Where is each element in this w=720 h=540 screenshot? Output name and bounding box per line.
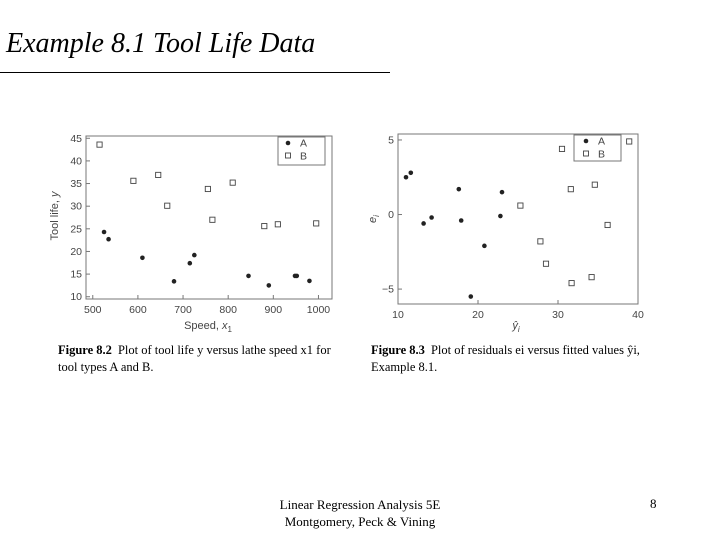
data-point-a — [307, 278, 312, 284]
x-tick-label: 700 — [174, 304, 192, 316]
y-tick-label: 15 — [70, 269, 82, 281]
data-point-a — [140, 255, 145, 261]
data-point-a — [468, 294, 474, 299]
figure-8-2-caption: Figure 8.2 Plot of tool life y versus lat… — [58, 342, 338, 376]
plot-frame — [85, 135, 333, 300]
data-point-b — [588, 274, 595, 281]
data-point-a — [246, 273, 251, 279]
data-point-b — [591, 181, 598, 188]
y-tick-label: 5 — [388, 134, 394, 146]
point-layer — [403, 138, 633, 299]
y-tick-label: 35 — [70, 178, 82, 190]
y-tick-label: 45 — [70, 133, 82, 145]
page-number: 8 — [650, 496, 657, 511]
data-point-b — [261, 223, 268, 230]
caption-label: Figure 8.3 — [371, 343, 425, 357]
data-point-a — [266, 283, 272, 288]
x-tick-label: 800 — [219, 304, 237, 316]
data-point-a — [429, 215, 434, 220]
data-point-b — [130, 177, 137, 184]
data-point-a — [458, 218, 464, 223]
data-point-b — [537, 238, 544, 245]
x-tick-label: 10 — [392, 309, 404, 321]
data-point-b — [274, 221, 281, 228]
footer-line-2: Montgomery, Peck & Vining — [284, 514, 436, 529]
data-point-a — [294, 273, 300, 279]
data-point-a — [482, 243, 487, 249]
y-axis-label: ei — [367, 215, 381, 223]
data-point-a — [171, 279, 177, 284]
legend-label-b: B — [300, 151, 307, 163]
data-point-b — [209, 216, 216, 223]
legend: A B — [277, 136, 326, 166]
legend-label-a: A — [598, 136, 605, 148]
residuals-vs-fitted-chart: 10 20 30 40 −5 0 5 A B ŷi ei — [367, 133, 644, 334]
caption-text: Plot of tool life y versus lathe speed x… — [58, 343, 331, 374]
data-point-b — [558, 145, 566, 152]
tick-layer: 10 20 30 40 −5 0 5 — [382, 134, 644, 321]
data-point-b — [229, 179, 236, 186]
legend-marker-b — [583, 150, 589, 157]
slide-footer: Linear Regression Analysis 5E Montgomery… — [240, 496, 480, 530]
point-layer — [96, 141, 320, 288]
tick-layer: 500 600 700 800 900 1000 10 15 20 25 30 35 40 45 — [70, 133, 330, 316]
x-axis-label: ŷi — [511, 320, 520, 334]
data-point-a — [106, 236, 111, 242]
x-tick-label: 30 — [552, 309, 564, 321]
y-tick-label: 20 — [70, 246, 82, 258]
y-tick-label: 30 — [70, 201, 82, 213]
x-tick-label: 900 — [265, 304, 283, 316]
legend-box — [277, 136, 326, 166]
y-axis-label: Tool life, y — [49, 190, 61, 240]
data-point-b — [567, 186, 574, 193]
x-tick-label: 1000 — [307, 304, 331, 316]
data-point-a — [192, 252, 197, 258]
legend-label-a: A — [300, 138, 307, 150]
x-axis-label: Speed, x1 — [184, 320, 232, 334]
data-point-b — [517, 202, 524, 209]
data-point-b — [164, 202, 171, 209]
figure-8-3-caption: Figure 8.3 Plot of residuals ei versus fi… — [371, 342, 641, 376]
plot-frame — [397, 133, 639, 305]
legend: A B — [573, 134, 622, 162]
y-tick-label: 40 — [70, 155, 82, 167]
x-tick-label: 600 — [129, 304, 147, 316]
data-point-a — [456, 186, 462, 192]
y-tick-label: 0 — [388, 209, 394, 221]
data-point-a — [403, 174, 409, 180]
caption-label: Figure 8.2 — [58, 343, 112, 357]
footer-line-1: Linear Regression Analysis 5E — [279, 497, 441, 512]
data-point-b — [155, 171, 162, 178]
legend-box — [573, 134, 622, 162]
x-tick-label: 500 — [84, 304, 102, 316]
data-point-b — [313, 220, 320, 227]
legend-marker-a — [583, 138, 589, 144]
x-tick-label: 40 — [632, 309, 644, 321]
legend-marker-a — [285, 140, 291, 146]
data-point-b — [626, 138, 633, 145]
slide-title: Example 8.1 Tool Life Data — [6, 28, 316, 59]
y-tick-label: 10 — [70, 291, 82, 303]
y-tick-label: −5 — [382, 284, 394, 296]
data-point-a — [421, 221, 426, 226]
figure-8-3: 10 20 30 40 −5 0 5 A B ŷi ei — [362, 126, 644, 376]
title-divider — [0, 72, 390, 73]
data-point-a — [499, 189, 505, 195]
figure-8-2: 500 600 700 800 900 1000 10 15 20 25 30 35 40 45 A B … — [40, 126, 340, 376]
y-tick-label: 25 — [70, 223, 82, 235]
data-point-b — [568, 280, 575, 287]
data-point-a — [101, 229, 107, 235]
x-tick-label: 20 — [472, 309, 484, 321]
legend-marker-b — [285, 152, 291, 159]
caption-text: Plot of residuals ei versus fitted value… — [371, 343, 640, 374]
data-point-a — [187, 260, 193, 266]
legend-label-b: B — [598, 149, 605, 161]
data-point-b — [542, 260, 550, 267]
data-point-a — [408, 170, 414, 176]
data-point-b — [204, 185, 211, 193]
data-point-b — [96, 141, 103, 148]
data-point-a — [498, 213, 503, 219]
data-point-b — [604, 221, 611, 229]
